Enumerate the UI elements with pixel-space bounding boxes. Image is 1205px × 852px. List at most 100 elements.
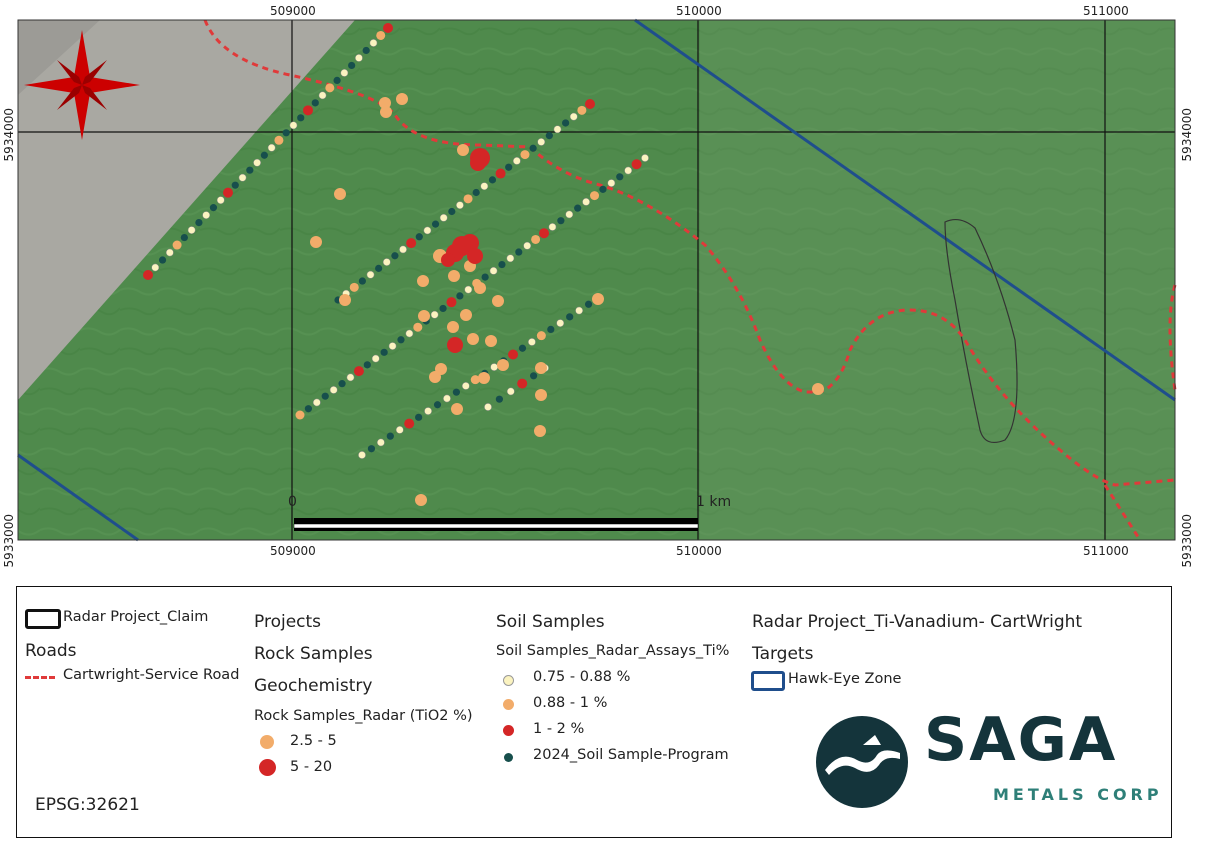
rock-sample-low	[535, 362, 547, 374]
soil-sample-point	[338, 380, 346, 388]
soil-sample-point	[267, 143, 276, 152]
soil-sample-point	[187, 226, 196, 234]
soil-sample-point	[528, 338, 536, 346]
rock-sample-low	[339, 294, 351, 306]
claim-label: Radar Project_Claim	[63, 609, 209, 625]
soil-sample-point	[202, 211, 211, 219]
soil-sample-point	[209, 204, 218, 212]
cartwright-service-road	[203, 19, 1176, 487]
soil-sample-point	[495, 168, 506, 179]
soil-sample-point	[562, 119, 570, 127]
soil-sample-point	[461, 382, 470, 390]
rock-sample-low	[812, 383, 824, 395]
soil-sample-point	[439, 213, 448, 222]
rock-sample-low	[467, 333, 479, 345]
soil-sample-point	[520, 150, 530, 160]
rock-samples-heading: Rock Samples	[254, 644, 373, 664]
soil-sample-point	[253, 158, 261, 167]
soil-sample-point	[362, 46, 370, 55]
soil-sample-point	[216, 196, 225, 205]
soil-sample-point	[223, 187, 233, 198]
soil-sample-point	[397, 336, 405, 344]
barren-area-2	[18, 20, 100, 95]
rock-low-swatch	[260, 735, 274, 749]
soil-sample-point	[238, 173, 247, 182]
map-legend: Radar Project_Claim Roads Cartwright-Ser…	[16, 586, 1172, 838]
soil-sample-point	[484, 403, 492, 411]
soil-sample-point	[565, 210, 574, 219]
x-tick-label-bottom: 509000	[270, 544, 316, 558]
rock-sample-low	[534, 425, 546, 437]
soil-sample-point	[548, 223, 557, 231]
soil-sample-point	[566, 313, 574, 321]
soil-sample-point	[439, 304, 447, 313]
soil-sample-point	[480, 182, 489, 191]
soil-samples-heading: Soil Samples	[496, 612, 605, 632]
soil-sample-point	[463, 194, 473, 204]
rock-sample-low	[417, 275, 429, 287]
x-tick-label-top: 509000	[270, 4, 316, 18]
map-canvas[interactable]	[0, 0, 1205, 575]
soil-sample-point	[404, 418, 415, 429]
soil-sample-point	[553, 125, 562, 134]
x-tick-label-bottom: 510000	[676, 544, 722, 558]
soil-sample-point	[569, 112, 578, 121]
rock-sample-low	[418, 310, 430, 322]
x-tick-label-bottom: 511000	[1083, 544, 1129, 558]
soil-sample-point	[582, 198, 590, 206]
soil-sample-point	[577, 105, 587, 115]
claim-swatch	[25, 609, 61, 629]
rock-sample-low	[447, 321, 459, 333]
soil-sample-point	[358, 277, 366, 285]
soil-sample-point	[508, 349, 519, 360]
soil-sample-point	[333, 76, 341, 84]
soil-sample-point	[348, 61, 356, 70]
soil-sample-point	[530, 372, 538, 380]
barren-area	[18, 20, 355, 400]
soil-sample-point	[355, 54, 363, 62]
soil-sample-point	[415, 233, 423, 241]
soil-sample-point	[489, 266, 498, 275]
soil-sample-point	[472, 188, 480, 197]
logo-subtitle: METALS CORP	[993, 785, 1163, 804]
soil-sample-point	[321, 392, 329, 400]
soil-sample-point	[470, 375, 480, 385]
rock-sample-low	[492, 295, 504, 307]
rock-legend-subtitle: Rock Samples_Radar (TiO2 %)	[254, 708, 473, 724]
map-border	[17, 19, 1176, 541]
road-branch-east	[1168, 284, 1177, 391]
soil-sample-point	[304, 405, 313, 413]
y-tick-label-right: 5934000	[1180, 108, 1194, 162]
rock-sample-low	[478, 372, 490, 384]
soil-sample-point	[311, 99, 319, 107]
rock-sample-low	[474, 282, 486, 294]
soil-sample-point	[446, 297, 457, 308]
soil-sample-point	[423, 226, 432, 235]
rock-sample-low	[535, 389, 547, 401]
soil-sample-point	[616, 173, 624, 181]
x-tick-label-top: 511000	[1083, 4, 1129, 18]
soil-low-swatch	[503, 675, 514, 686]
soil-sample-point	[388, 342, 397, 350]
soil-sample-point	[523, 241, 532, 250]
soil-sample-point	[375, 264, 383, 272]
projects-heading: Projects	[254, 612, 322, 632]
soil-mid-label: 0.88 - 1 %	[533, 695, 608, 711]
soil-sample-point	[366, 270, 375, 279]
soil-sample-point	[607, 179, 616, 187]
logo-name: SAGA	[924, 705, 1118, 775]
rock-sample-low	[448, 270, 460, 282]
soil-sample-point	[382, 258, 391, 266]
soil-sample-point	[353, 366, 364, 377]
soil-sample-point	[506, 387, 515, 396]
soil-sample-point	[488, 176, 497, 184]
soil-sample-point	[405, 329, 414, 338]
soil-sample-point	[517, 378, 528, 389]
soil-mid-swatch	[503, 699, 514, 710]
soil-sample-point	[481, 273, 489, 281]
soil-sample-point	[329, 386, 338, 394]
soil-low-label: 0.75 - 0.88 %	[533, 669, 631, 685]
geochemistry-heading: Geochemistry	[254, 676, 373, 696]
map-panel[interactable]: 509000 510000 511000 509000 510000 51100…	[0, 0, 1205, 575]
soil-sample-point	[303, 105, 313, 116]
